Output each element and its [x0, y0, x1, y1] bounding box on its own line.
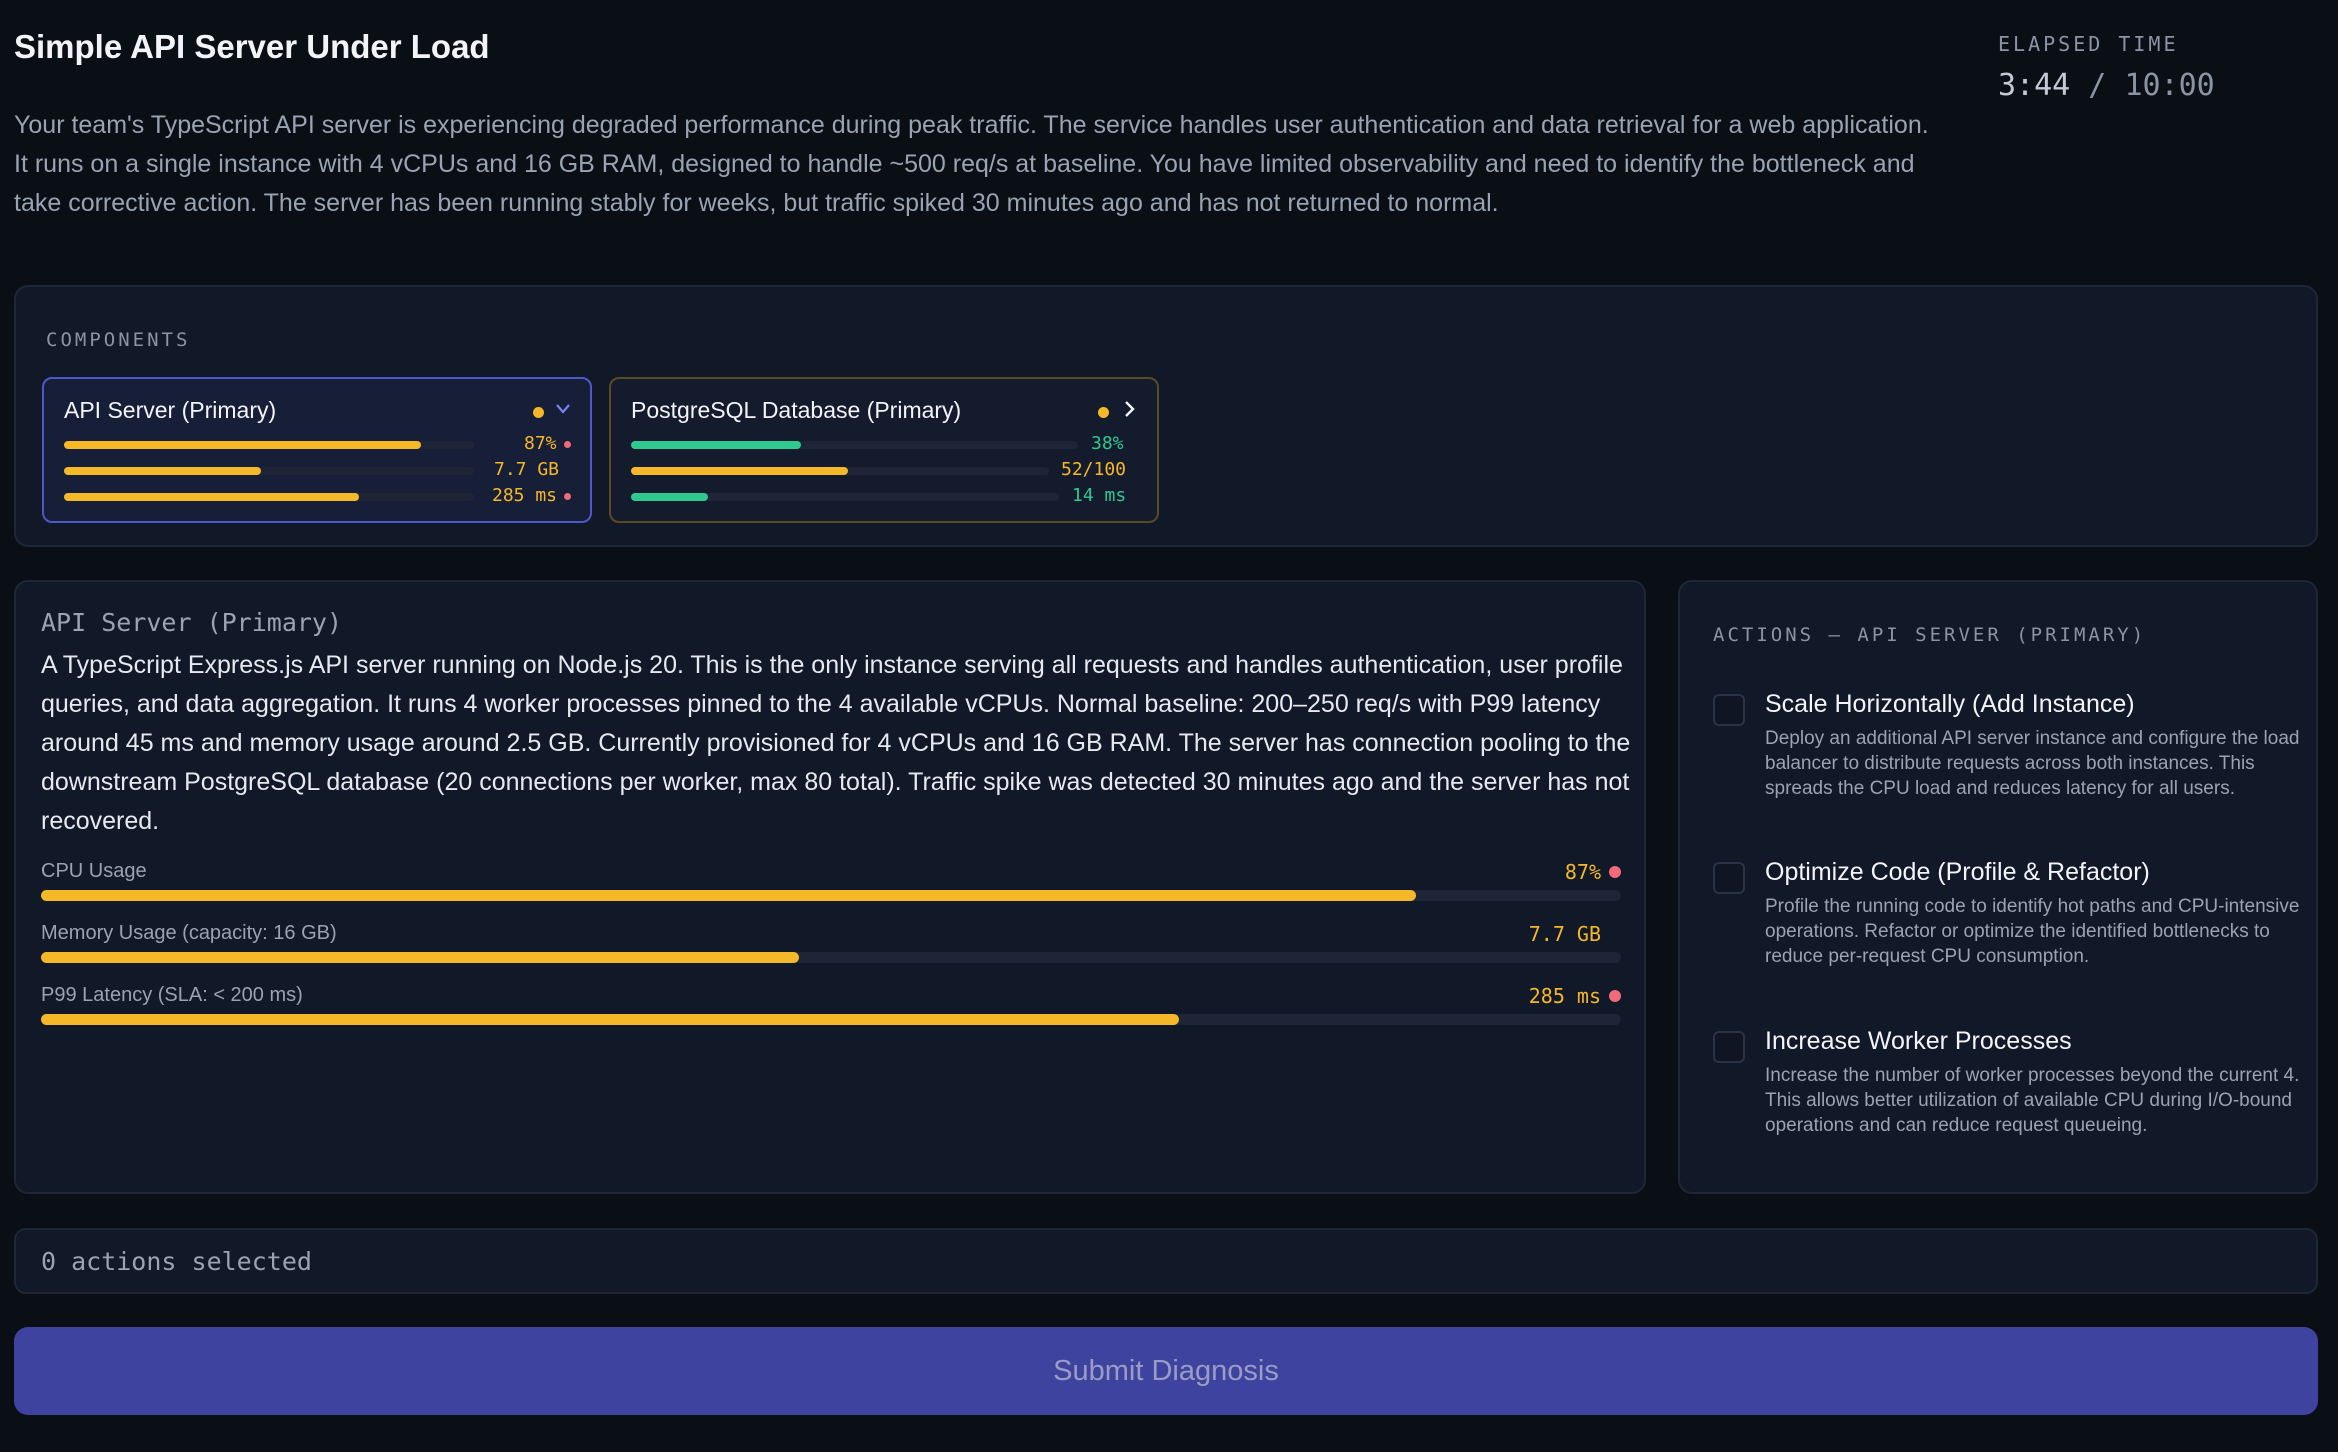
alert-dot-icon — [1609, 866, 1621, 878]
chevron-right-icon[interactable] — [1121, 396, 1137, 428]
alert-dot-icon — [1609, 990, 1621, 1002]
status-dot-icon — [1098, 407, 1109, 418]
detail-description: A TypeScript Express.js API server runni… — [41, 651, 1631, 835]
metric-label: Memory Usage (capacity: 16 GB) — [41, 922, 337, 944]
elapsed-time-label: ELAPSED TIME — [1998, 32, 2179, 56]
component-card-api-server[interactable]: API Server (Primary) 87% 7.7 GB 285 ms — [42, 377, 592, 523]
components-label: COMPONENTS — [46, 329, 191, 351]
page-title: Simple API Server Under Load — [14, 28, 490, 65]
selected-actions-count: 0 actions selected — [41, 1247, 312, 1276]
metric-label: P99 Latency (SLA: < 200 ms) — [41, 984, 303, 1006]
card-metric-fill — [631, 467, 848, 475]
scenario-description: Your team's TypeScript API server is exp… — [14, 111, 1929, 217]
card-metric-fill — [64, 467, 261, 475]
card-metric-latency: 14 ms — [631, 485, 1141, 506]
chevron-down-icon[interactable] — [555, 396, 571, 428]
component-name: PostgreSQL Database (Primary) — [631, 397, 962, 423]
alert-dot-icon — [564, 441, 571, 448]
elapsed-current: 3:44 — [1998, 68, 2071, 103]
card-metric-value: 14 ms — [1072, 485, 1127, 506]
metric-fill — [41, 952, 800, 963]
submit-diagnosis-button[interactable]: Submit Diagnosis — [14, 1327, 2318, 1415]
card-metric-cpu: 38% — [631, 433, 1141, 454]
detail-title: API Server (Primary) — [41, 608, 343, 637]
action-description: Increase the number of worker processes … — [1765, 1065, 2300, 1136]
card-metric-memory: 7.7 GB — [64, 459, 574, 480]
action-title: Increase Worker Processes — [1765, 1027, 2072, 1055]
metric-value: 285 ms — [1528, 984, 1601, 1008]
card-metric-cpu: 87% — [64, 433, 574, 454]
action-description: Profile the running code to identify hot… — [1765, 896, 2300, 967]
action-title: Optimize Code (Profile & Refactor) — [1765, 858, 2150, 886]
components-panel: COMPONENTS API Server (Primary) 87% 7.7 … — [14, 285, 2318, 547]
action-checkbox[interactable] — [1713, 1031, 1745, 1063]
card-metric-fill — [64, 441, 421, 449]
metric-value: 87% — [1564, 860, 1601, 884]
card-metric-connections: 52/100 — [631, 459, 1141, 480]
action-description: Deploy an additional API server instance… — [1765, 728, 2300, 799]
elapsed-total: 10:00 — [2124, 68, 2215, 103]
component-card-postgresql[interactable]: PostgreSQL Database (Primary) 38% 52/100… — [609, 377, 1159, 523]
card-metric-fill — [631, 493, 708, 501]
metric-label: CPU Usage — [41, 860, 147, 882]
card-metric-value: 52/100 — [1061, 459, 1127, 480]
action-title: Scale Horizontally (Add Instance) — [1765, 690, 2135, 718]
action-checkbox[interactable] — [1713, 694, 1745, 726]
metric-fill — [41, 1014, 1179, 1025]
metric-fill — [41, 890, 1416, 901]
card-metric-value: 38% — [1091, 433, 1124, 454]
elapsed-separator: / — [2070, 68, 2125, 103]
status-dot-icon — [533, 407, 544, 418]
metric-value: 7.7 GB — [1528, 922, 1601, 946]
action-checkbox[interactable] — [1713, 862, 1745, 894]
card-metric-fill — [631, 441, 801, 449]
selected-actions-bar: 0 actions selected — [14, 1228, 2318, 1294]
card-metric-value: 7.7 GB — [494, 459, 560, 480]
elapsed-time: 3:44 / 10:00 — [1998, 68, 2215, 103]
actions-label: ACTIONS — API SERVER (PRIMARY) — [1713, 624, 2147, 646]
component-detail-panel: API Server (Primary) A TypeScript Expres… — [14, 580, 1646, 1194]
card-metric-value: 87% — [524, 433, 557, 454]
card-metric-value: 285 ms — [492, 485, 558, 506]
actions-panel: ACTIONS — API SERVER (PRIMARY) Scale Hor… — [1678, 580, 2318, 1194]
card-metric-fill — [64, 493, 359, 501]
card-metric-latency: 285 ms — [64, 485, 574, 506]
alert-dot-icon — [564, 493, 571, 500]
component-name: API Server (Primary) — [64, 397, 277, 423]
